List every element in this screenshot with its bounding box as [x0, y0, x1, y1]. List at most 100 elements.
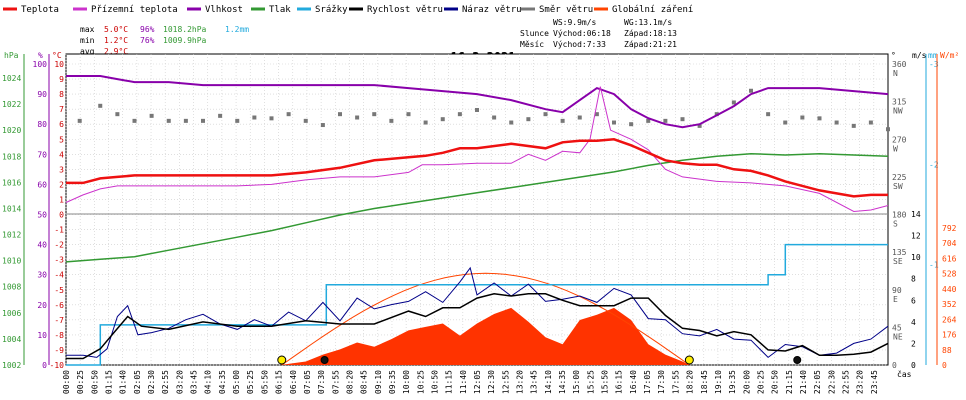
wind-dir-point	[166, 118, 171, 123]
wind-dir-point	[594, 112, 599, 117]
legend-label: Srážky	[315, 5, 348, 15]
time-tick-label: 06:40	[289, 370, 298, 394]
pct-tick-label: 40	[37, 241, 47, 250]
time-tick-label: 18:20	[686, 370, 695, 394]
dir-letter: N	[893, 69, 898, 78]
axis-title-mm: mm	[928, 51, 938, 60]
series-wind-speed	[66, 293, 889, 360]
hpa-tick-label: 1004	[2, 335, 21, 344]
legend-label: Vlhkost	[205, 5, 243, 15]
wind-dir-point	[98, 103, 103, 108]
c-tick-label: -1	[54, 226, 64, 235]
hpa-tick-label: 1010	[2, 257, 21, 266]
mm-tick-label: -1	[929, 261, 939, 270]
wind-dir-point	[868, 120, 873, 125]
c-tick-label: -8	[54, 331, 64, 340]
legend-label: Teplota	[21, 5, 59, 15]
series-humidity	[66, 75, 889, 129]
series-layer	[65, 75, 890, 366]
time-tick-label: 10:25	[416, 370, 425, 394]
time-tick-label: 14:35	[558, 370, 567, 394]
time-tick-label: 07:55	[331, 370, 340, 394]
c-tick-label: 10	[54, 60, 64, 69]
c-tick-label: -2	[54, 241, 64, 250]
wind-dir-point	[389, 118, 394, 123]
time-tick-label: 15:00	[572, 370, 581, 394]
stats-rain: 1.2mm	[225, 25, 249, 34]
wind-dir-point	[475, 107, 479, 112]
c-tick-label: -7	[54, 316, 64, 325]
dir-tick-label: 45	[892, 323, 902, 332]
time-tick-label: 23:45	[870, 370, 879, 394]
wind-dir-point	[406, 112, 411, 117]
time-tick-label: 04:10	[204, 370, 213, 394]
dir-letter: SW	[893, 182, 903, 191]
wind-dir-point	[235, 118, 240, 123]
wind-dir-point	[731, 100, 736, 105]
sunset-marker	[684, 355, 694, 365]
wind-dir-point	[886, 127, 890, 132]
time-tick-label: 01:40	[119, 370, 128, 394]
c-tick-label: 0	[59, 211, 64, 220]
time-tick-label: 21:15	[785, 370, 794, 394]
c-tick-label: -3	[54, 256, 64, 265]
dir-tick-label: 225	[892, 173, 907, 182]
time-tick-label: 22:05	[813, 370, 822, 394]
wind-dir-point	[526, 117, 531, 122]
wind-dir-point	[851, 123, 856, 128]
time-tick-label: 03:45	[190, 370, 199, 394]
stats-pressure: 1018.2hPa	[163, 25, 207, 34]
time-tick-label: 00:50	[90, 370, 99, 394]
wind-dir-point	[834, 120, 839, 125]
wind-dir-point	[509, 120, 514, 125]
time-tick-label: 15:50	[601, 370, 610, 394]
wind-dir-point	[749, 88, 753, 93]
dir-tick-label: 0	[892, 361, 897, 370]
hpa-tick-label: 1014	[2, 204, 21, 213]
ms-tick-label: 4	[911, 318, 916, 327]
ms-tick-label: 0	[911, 361, 916, 370]
wind-dir-point	[629, 122, 634, 127]
hpa-tick-label: 1008	[2, 283, 21, 292]
c-tick-label: 8	[59, 90, 64, 99]
pct-tick-label: 30	[37, 271, 47, 280]
series-ground-temp	[65, 86, 889, 213]
pct-tick-label: 100	[33, 60, 48, 69]
c-tick-label: 7	[59, 105, 64, 114]
wind-dir-point	[457, 112, 462, 117]
time-tick-label: 16:40	[629, 370, 638, 394]
wind-dir-point	[663, 118, 668, 123]
dir-tick-label: 180	[892, 211, 907, 220]
ms-tick-label: 12	[911, 232, 921, 241]
c-tick-label: 6	[59, 120, 64, 129]
c-tick-label: 3	[59, 165, 64, 174]
wind-dir-point	[492, 115, 497, 120]
wind-dir-point	[149, 113, 154, 118]
stats-label: max	[80, 25, 95, 34]
series-radiation-theoretical	[281, 272, 690, 366]
wind-dir-point	[115, 112, 120, 117]
axis-title-dir: °	[891, 51, 896, 60]
hpa-tick-label: 1012	[2, 231, 21, 240]
series-temperature	[66, 138, 888, 198]
legend-label: Tlak	[269, 5, 291, 15]
info-sun-set: Západ:18:13	[624, 29, 677, 38]
legend-label: Směr větru	[539, 5, 593, 15]
pct-tick-label: 20	[37, 301, 47, 310]
wm2-tick-label: 176	[942, 331, 957, 340]
wm2-tick-label: 528	[942, 270, 957, 279]
time-tick-label: 02:55	[161, 370, 170, 394]
legend-label: Globální záření	[612, 5, 693, 15]
pct-tick-label: 70	[37, 150, 47, 159]
time-tick-label: 12:30	[487, 370, 496, 394]
c-tick-label: 5	[59, 135, 64, 144]
wind-dir-point	[543, 112, 548, 117]
time-tick-label: 13:20	[516, 370, 525, 394]
wind-dir-point	[355, 115, 360, 120]
time-tick-label: 19:10	[714, 370, 723, 394]
axis-title-c: °C	[52, 51, 62, 60]
dir-tick-label: 90	[892, 286, 902, 295]
time-tick-label: 11:40	[459, 370, 468, 394]
info-moon-label: Měsíc	[520, 40, 544, 49]
